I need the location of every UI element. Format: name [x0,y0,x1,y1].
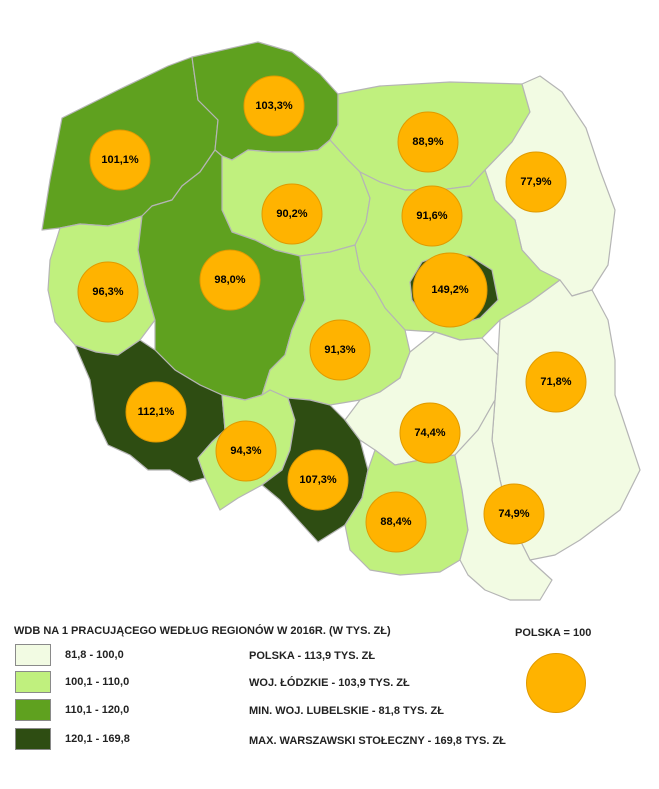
bubble-wielkopolskie [199,249,261,311]
bubble-swietokrzyskie [399,402,461,464]
bubble-dolnoslaskie [125,381,187,443]
value-label-pomorskie: 103,3% [255,100,293,112]
bubble-lubuskie [77,261,139,323]
bubble-slaskie [287,449,349,511]
value-label-slaskie: 107,3% [299,474,337,486]
bubble-podlaskie [505,151,567,213]
value-label-lubelskie: 71,8% [540,376,571,388]
bubble-malopolskie [365,491,427,553]
bubble-opolskie [215,420,277,482]
value-label-dolnoslaskie: 112,1% [138,406,175,418]
bubble-warszawski-stoleczny [412,252,488,328]
bubble-zachodniopomorskie [89,129,151,191]
value-label-mazowiecki-regionalny: 91,6% [416,210,447,222]
value-label-lodzkie: 91,3% [324,344,355,356]
value-label-swietokrzyskie: 74,4% [414,427,445,439]
value-label-kujawsko-pomorskie: 90,2% [276,208,307,220]
value-label-malopolskie: 88,4% [380,516,411,528]
bubble-kujawsko-pomorskie [261,183,323,245]
value-label-warminsko-mazurskie: 88,9% [412,136,443,148]
bubble-podkarpackie [483,483,545,545]
bubble-warminsko-mazurskie [397,111,459,173]
bubble-lodzkie [309,319,371,381]
value-label-opolskie: 94,3% [230,445,261,457]
value-label-warszawski-stoleczny: 149,2% [431,284,469,296]
bubble-lubelskie [525,351,587,413]
value-label-lubuskie: 96,3% [92,286,123,298]
value-label-wielkopolskie: 98,0% [214,274,245,286]
bubble-mazowiecki-regionalny [401,185,463,247]
value-label-podlaskie: 77,9% [520,176,551,188]
value-label-podkarpackie: 74,9% [498,508,529,520]
bubble-pomorskie [243,75,305,137]
bubbles-layer: 101,1% 103,3% 88,9% 77,9% 90,2% 91,6% 149,2% 96… [77,75,587,553]
value-label-zachodniopomorskie: 101,1% [101,154,139,166]
